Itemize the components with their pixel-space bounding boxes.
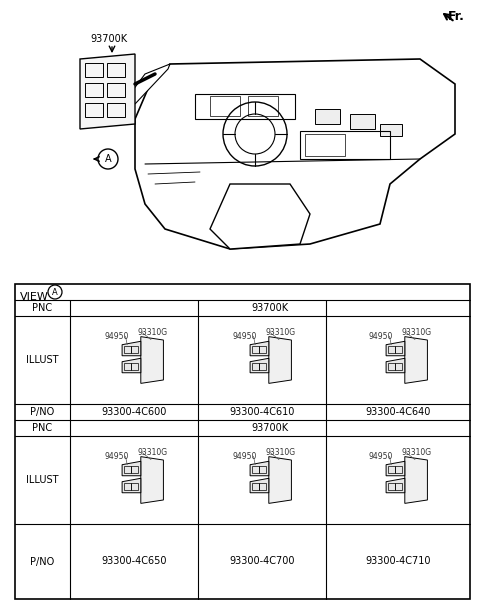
Bar (388, 483, 395, 490)
Polygon shape (250, 461, 269, 476)
Polygon shape (122, 478, 141, 493)
Bar (124, 465, 131, 473)
Text: P/NO: P/NO (30, 407, 55, 417)
Text: 93310G: 93310G (402, 328, 432, 337)
Text: 93700K: 93700K (90, 34, 127, 44)
Bar (85, 103, 103, 117)
Polygon shape (122, 461, 141, 476)
Bar (396, 346, 402, 353)
Bar (107, 83, 125, 97)
Text: 93310G: 93310G (138, 448, 168, 457)
Bar (124, 483, 131, 490)
Circle shape (235, 114, 275, 154)
Bar (124, 362, 131, 370)
Bar (396, 483, 402, 490)
Text: 94950: 94950 (369, 452, 393, 460)
Polygon shape (80, 54, 135, 129)
Bar (396, 362, 402, 370)
Polygon shape (386, 461, 405, 476)
Bar (350, 114, 375, 129)
Text: 94950: 94950 (233, 452, 257, 460)
Circle shape (48, 285, 62, 299)
Text: PNC: PNC (33, 303, 53, 313)
Text: 93310G: 93310G (265, 328, 296, 337)
Bar (260, 483, 266, 490)
Text: 93310G: 93310G (265, 448, 296, 457)
Text: 93310G: 93310G (402, 448, 432, 457)
FancyArrowPatch shape (444, 14, 453, 20)
Text: Fr.: Fr. (448, 9, 465, 23)
Text: PNC: PNC (33, 423, 53, 433)
Text: 94950: 94950 (369, 332, 393, 341)
Text: 94950: 94950 (233, 332, 257, 341)
Bar (195, 94, 295, 119)
Polygon shape (130, 64, 170, 104)
Bar (132, 346, 138, 353)
Polygon shape (122, 359, 141, 373)
Text: 93700K: 93700K (252, 303, 288, 313)
Text: 93300-4C650: 93300-4C650 (101, 556, 167, 567)
Text: 94950: 94950 (105, 332, 129, 341)
Text: 94950: 94950 (105, 452, 129, 460)
Polygon shape (405, 336, 427, 383)
Polygon shape (405, 457, 427, 503)
Bar (315, 109, 340, 124)
Bar (124, 346, 131, 353)
Bar (85, 63, 103, 77)
Text: ILLUST: ILLUST (26, 355, 59, 365)
Polygon shape (250, 341, 269, 356)
Polygon shape (141, 336, 163, 383)
Bar (85, 83, 103, 97)
Bar (132, 465, 138, 473)
Polygon shape (122, 341, 141, 356)
Polygon shape (386, 478, 405, 493)
Bar (260, 362, 266, 370)
Text: 93300-4C710: 93300-4C710 (365, 556, 431, 567)
Bar (305, 134, 345, 156)
Text: ILLUST: ILLUST (26, 475, 59, 485)
Bar (388, 346, 395, 353)
Bar (380, 124, 402, 136)
Polygon shape (141, 457, 163, 503)
Bar (260, 346, 266, 353)
Bar (260, 465, 266, 473)
Bar (252, 346, 259, 353)
Bar (396, 465, 402, 473)
Text: 93300-4C640: 93300-4C640 (365, 407, 431, 417)
Text: VIEW: VIEW (20, 292, 49, 302)
Bar (107, 63, 125, 77)
Text: P/NO: P/NO (30, 556, 55, 567)
Circle shape (223, 102, 287, 166)
Text: 93700K: 93700K (252, 423, 288, 433)
Bar (252, 362, 259, 370)
Circle shape (98, 149, 118, 169)
Polygon shape (269, 336, 291, 383)
Text: 93310G: 93310G (138, 328, 168, 337)
Text: 93300-4C610: 93300-4C610 (229, 407, 295, 417)
Polygon shape (250, 359, 269, 373)
Polygon shape (250, 478, 269, 493)
Bar (132, 483, 138, 490)
Bar (15, 284, 470, 599)
Bar (132, 362, 138, 370)
Text: 93300-4C700: 93300-4C700 (229, 556, 295, 567)
Bar (210, 96, 240, 116)
Text: A: A (105, 154, 111, 164)
Bar (248, 96, 278, 116)
Text: A: A (52, 287, 58, 297)
Text: 93300-4C600: 93300-4C600 (101, 407, 167, 417)
Polygon shape (386, 359, 405, 373)
Polygon shape (135, 59, 455, 249)
Bar (252, 483, 259, 490)
Polygon shape (210, 184, 310, 249)
Polygon shape (386, 341, 405, 356)
Bar (388, 465, 395, 473)
Bar (300, 131, 390, 159)
Bar (252, 465, 259, 473)
Polygon shape (269, 457, 291, 503)
Bar (107, 103, 125, 117)
Bar (388, 362, 395, 370)
